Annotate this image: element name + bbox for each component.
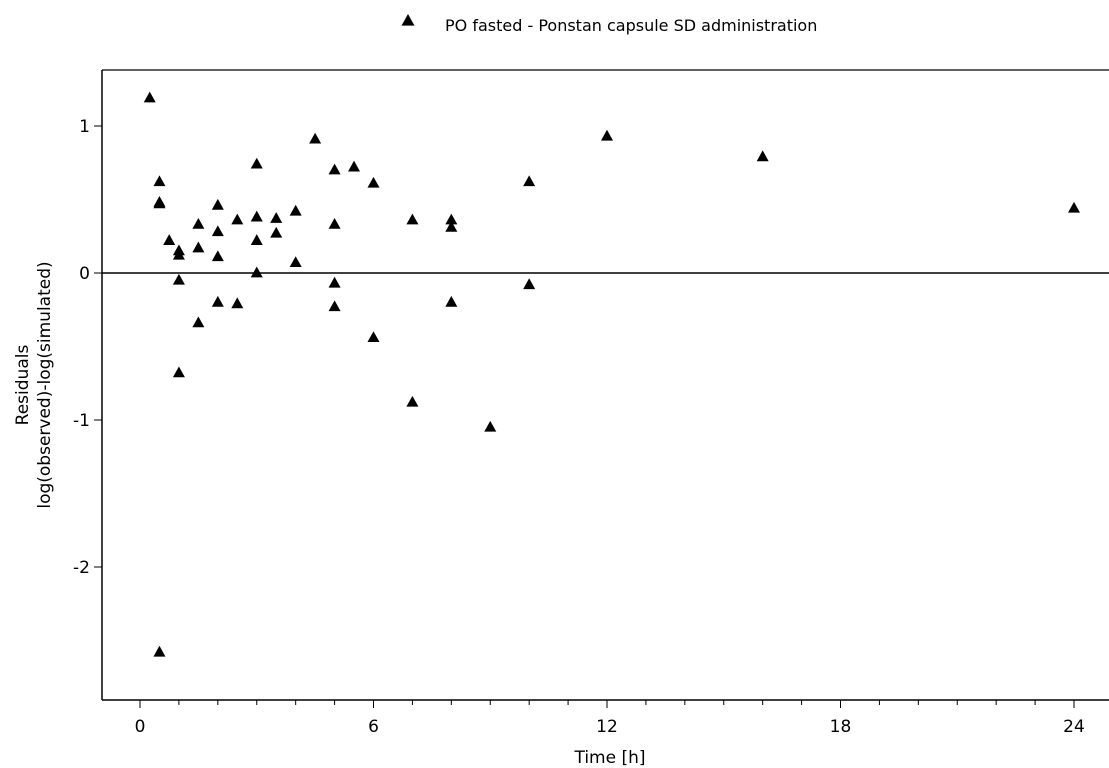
x-axis-ticks: 0 6 12 18 24	[135, 700, 1085, 737]
data-point	[289, 256, 302, 268]
data-point	[289, 204, 302, 216]
data-point	[328, 163, 341, 175]
data-point	[143, 91, 156, 103]
data-point	[523, 278, 536, 290]
y-tick-label: -1	[73, 411, 90, 431]
x-axis-title: Time [h]	[573, 748, 645, 768]
data-point	[211, 295, 224, 307]
x-tick-label: 6	[368, 717, 379, 737]
data-point	[250, 234, 263, 245]
legend-marker-triangle	[401, 13, 415, 26]
legend: PO fasted - Ponstan capsule SD administr…	[401, 13, 817, 35]
y-axis-title-line: Residuals	[13, 345, 33, 426]
x-tick-label: 18	[830, 717, 852, 737]
data-point	[172, 366, 185, 378]
y-axis-ticks: 1 0 -1 -2	[73, 117, 102, 578]
data-point	[153, 645, 166, 657]
plot-area	[101, 69, 1109, 701]
y-tick-label: -2	[73, 558, 90, 578]
data-point	[250, 266, 263, 278]
y-axis-title: Residuals log(observed)-log(simulated)	[13, 261, 55, 508]
data-point	[211, 225, 224, 237]
data-point	[231, 213, 244, 225]
x-tick-label: 12	[596, 717, 618, 737]
data-point	[192, 218, 205, 229]
data-point	[756, 150, 769, 162]
y-axis-title-line: log(observed)-log(simulated)	[35, 261, 55, 508]
data-point	[406, 395, 419, 407]
data-point	[484, 420, 497, 432]
data-point	[309, 132, 322, 144]
y-tick-label: 1	[79, 117, 90, 137]
data-point	[250, 210, 263, 222]
data-point	[348, 160, 361, 172]
data-points	[143, 91, 1080, 657]
data-point	[153, 197, 166, 209]
data-point	[445, 220, 458, 232]
data-point	[192, 241, 205, 253]
data-point	[406, 213, 419, 225]
data-point	[445, 213, 458, 225]
x-tick-label: 24	[1063, 717, 1085, 737]
data-point	[270, 212, 283, 223]
data-point	[523, 175, 536, 187]
data-point	[328, 300, 341, 312]
data-point	[250, 157, 263, 169]
x-tick-label: 0	[135, 717, 146, 737]
data-point	[367, 176, 380, 188]
data-point	[445, 295, 458, 307]
data-point	[172, 248, 185, 260]
data-point	[192, 316, 205, 328]
data-point	[367, 331, 380, 342]
y-tick-label: 0	[79, 264, 90, 284]
data-point	[231, 297, 244, 309]
data-point	[172, 273, 185, 285]
data-point	[328, 218, 341, 229]
data-point	[153, 175, 166, 187]
data-point	[211, 250, 224, 262]
data-point	[270, 226, 283, 238]
legend-label: PO fasted - Ponstan capsule SD administr…	[445, 16, 817, 35]
data-point	[163, 234, 176, 245]
data-point	[211, 198, 224, 210]
data-point	[1068, 201, 1080, 213]
data-point	[601, 129, 613, 141]
data-point	[328, 276, 341, 288]
